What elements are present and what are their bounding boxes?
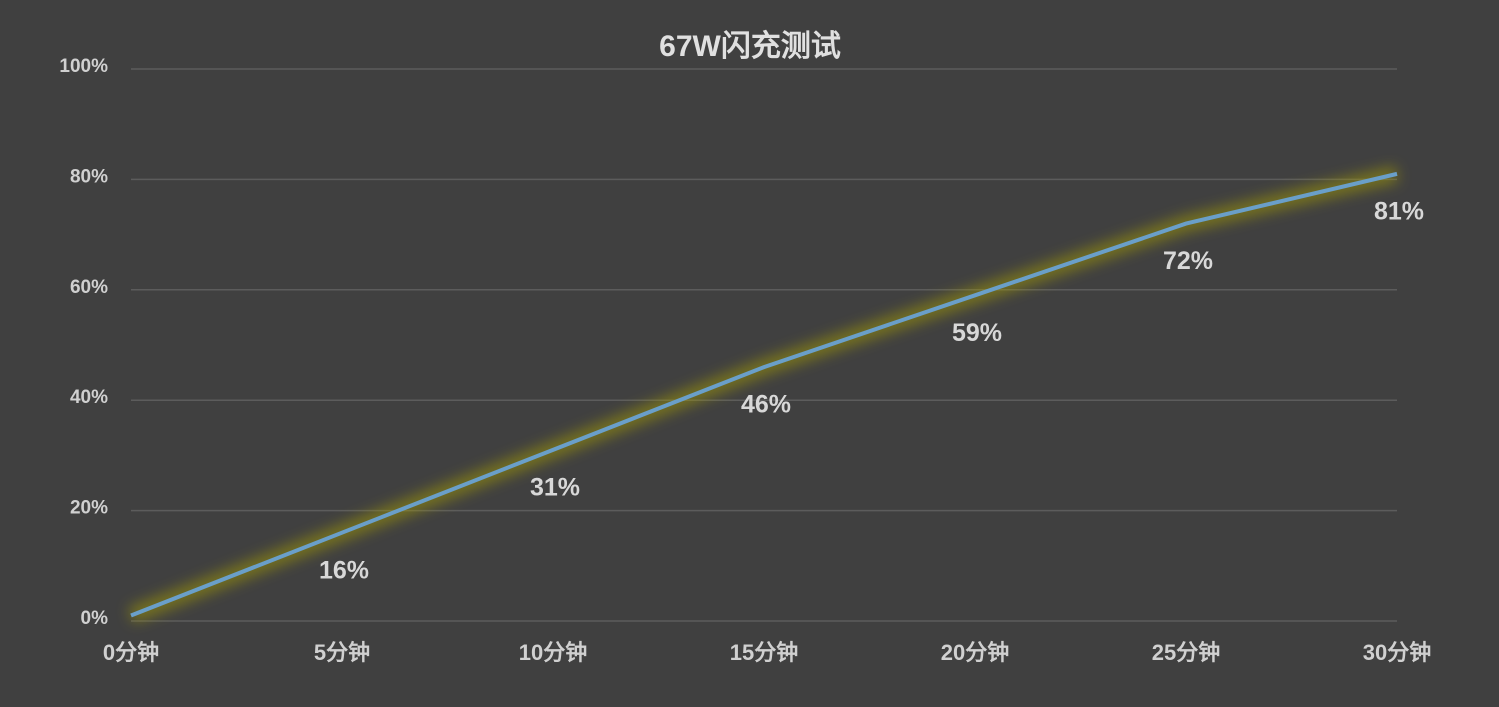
value-label: 46% (741, 391, 791, 419)
x-tick-label: 15分钟 (730, 640, 798, 665)
x-tick-label: 20分钟 (941, 640, 1009, 665)
value-label: 72% (1163, 247, 1213, 275)
y-tick-label: 60% (70, 277, 108, 298)
x-tick-label: 0分钟 (103, 640, 159, 665)
y-tick-label: 80% (70, 166, 108, 187)
value-label: 31% (530, 473, 580, 501)
y-tick-label: 40% (70, 387, 108, 408)
value-label: 16% (319, 556, 369, 584)
value-label: 59% (952, 319, 1002, 347)
value-label: 81% (1374, 197, 1424, 225)
x-tick-label: 10分钟 (519, 640, 587, 665)
x-tick-label: 30分钟 (1363, 640, 1431, 665)
y-tick-label: 0% (81, 608, 109, 629)
line (130, 171, 1398, 618)
y-tick-label: 20% (70, 498, 108, 519)
y-tick-label: 100% (59, 56, 108, 77)
x-tick-label: 5分钟 (314, 640, 370, 665)
x-tick-label: 25分钟 (1152, 640, 1220, 665)
chart-title: 67W闪充测试 (659, 30, 841, 63)
